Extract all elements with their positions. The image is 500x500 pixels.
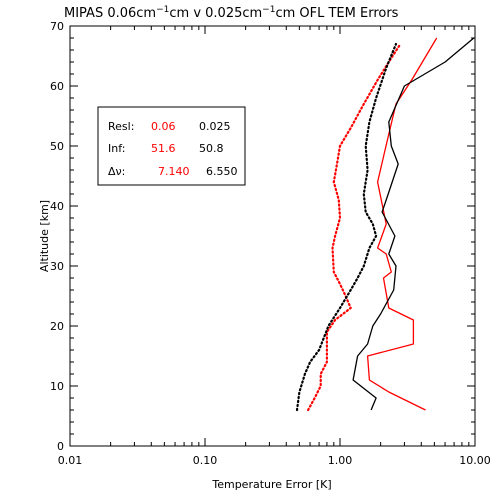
x-tick-label: 1.00	[328, 454, 353, 467]
y-tick-label: 40	[50, 200, 64, 213]
y-tick-label: 60	[50, 80, 64, 93]
red-dotted-line	[307, 42, 402, 412]
legend-black-dnu: 6.550	[206, 165, 238, 178]
legend-red-dnu: 7.140	[158, 165, 190, 178]
black-dotted-line	[295, 42, 398, 412]
x-tick-label: 0.01	[58, 454, 83, 467]
y-tick-label: 70	[50, 20, 64, 33]
y-tick-label: 50	[50, 140, 64, 153]
y-tick-label: 30	[50, 260, 64, 273]
series-layer	[295, 37, 475, 412]
y-tick-label: 10	[50, 380, 64, 393]
legend-black-resl: 0.025	[199, 120, 231, 133]
legend-label-resl: Resl:	[108, 120, 134, 133]
legend-box	[97, 106, 246, 186]
black-solid-line	[352, 37, 475, 411]
legend-red-inf: 51.6	[151, 142, 176, 155]
chart-title: MIPAS 0.06cm−1cm v 0.025cm−1cm OFL TEM E…	[64, 5, 399, 21]
legend-label-inf: Inf:	[108, 142, 125, 155]
red-solid-line	[366, 37, 438, 411]
y-tick-label: 20	[50, 320, 64, 333]
y-tick-label: 0	[57, 440, 64, 453]
legend-label-dnu: Δν:	[108, 165, 125, 178]
axis-ticks	[69, 25, 476, 447]
y-axis-label: Altitude [km]	[38, 200, 51, 272]
legend: Resl: 0.06 0.025 Inf: 51.6 50.8 Δν: 7.14…	[97, 106, 246, 186]
legend-red-resl: 0.06	[151, 120, 176, 133]
axis-tick-labels: 0 10 20 30 40 50 60 70 0.01 0.10 1.00 10.00	[50, 20, 491, 467]
plot-frame	[69, 25, 476, 447]
legend-black-inf: 50.8	[199, 142, 224, 155]
x-tick-label: 0.10	[193, 454, 218, 467]
x-axis-label: Temperature Error [K]	[211, 478, 331, 491]
x-tick-label: 10.00	[459, 454, 491, 467]
